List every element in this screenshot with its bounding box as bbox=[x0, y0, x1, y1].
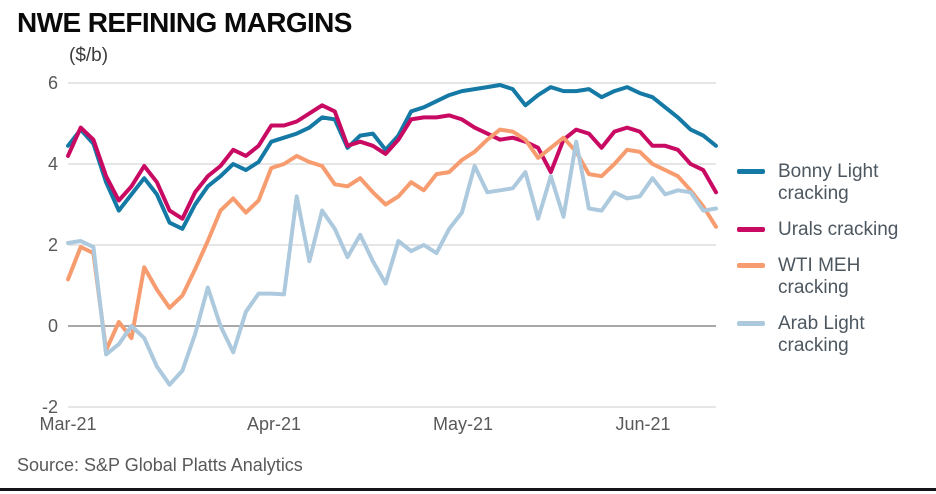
x-tick-label: Mar-21 bbox=[39, 414, 97, 434]
legend-item-arab-light-cracking: Arab Light cracking bbox=[737, 313, 927, 357]
legend-swatch-urals bbox=[737, 227, 765, 232]
series-line-wti-meh-cracking bbox=[66, 127, 718, 353]
bottom-accent-bar bbox=[0, 488, 936, 491]
legend-swatch-bonny-light bbox=[737, 169, 765, 174]
y-tick-label: 2 bbox=[47, 235, 58, 255]
x-tick-label: Jun-21 bbox=[615, 414, 671, 434]
legend-label-arab-light: Arab Light cracking bbox=[778, 313, 865, 356]
series-line-arab-light-cracking bbox=[66, 139, 718, 387]
legend-label-bonny-light: Bonny Light cracking bbox=[778, 161, 879, 204]
legend-item-wti-meh-cracking: WTI MEH cracking bbox=[737, 255, 927, 299]
y-tick-label: 0 bbox=[47, 316, 58, 336]
chart-legend: Bonny Light cracking Urals cracking WTI … bbox=[737, 161, 927, 371]
page-title: NWE REFINING MARGINS bbox=[17, 7, 352, 38]
legend-label-wti-meh: WTI MEH cracking bbox=[778, 255, 861, 298]
source-attribution: Source: S&P Global Platts Analytics bbox=[17, 455, 303, 475]
y-tick-label: 6 bbox=[47, 73, 58, 93]
y-axis-unit-label: ($/b) bbox=[69, 45, 109, 66]
legend-swatch-arab-light bbox=[737, 321, 765, 326]
legend-item-bonny-light-cracking: Bonny Light cracking bbox=[737, 161, 927, 205]
x-tick-label: Apr-21 bbox=[246, 414, 302, 434]
x-tick-label: May-21 bbox=[432, 414, 494, 434]
y-tick-label: 4 bbox=[47, 154, 58, 174]
legend-label-urals: Urals cracking bbox=[778, 219, 899, 240]
series-line-urals-cracking bbox=[66, 103, 718, 221]
legend-item-urals-cracking: Urals cracking bbox=[737, 219, 927, 241]
legend-swatch-wti-meh bbox=[737, 263, 765, 268]
series-line-bonny-light-cracking bbox=[66, 83, 718, 231]
y-tick-label: -2 bbox=[41, 397, 58, 417]
